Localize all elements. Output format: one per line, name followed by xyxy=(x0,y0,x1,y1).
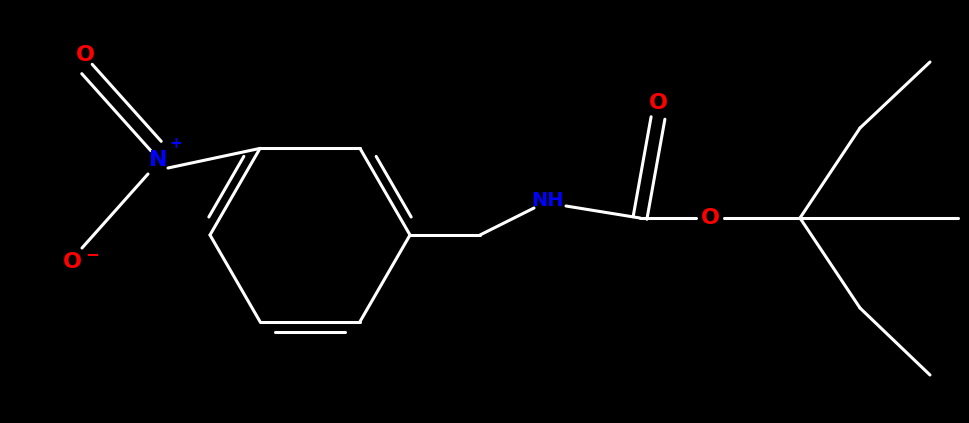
Text: O: O xyxy=(62,252,81,272)
Text: −: − xyxy=(85,245,99,263)
Text: O: O xyxy=(76,45,95,65)
Text: O: O xyxy=(648,93,668,113)
Text: N: N xyxy=(149,150,168,170)
Text: NH: NH xyxy=(532,190,564,209)
Text: +: + xyxy=(170,137,182,151)
Text: O: O xyxy=(701,208,720,228)
